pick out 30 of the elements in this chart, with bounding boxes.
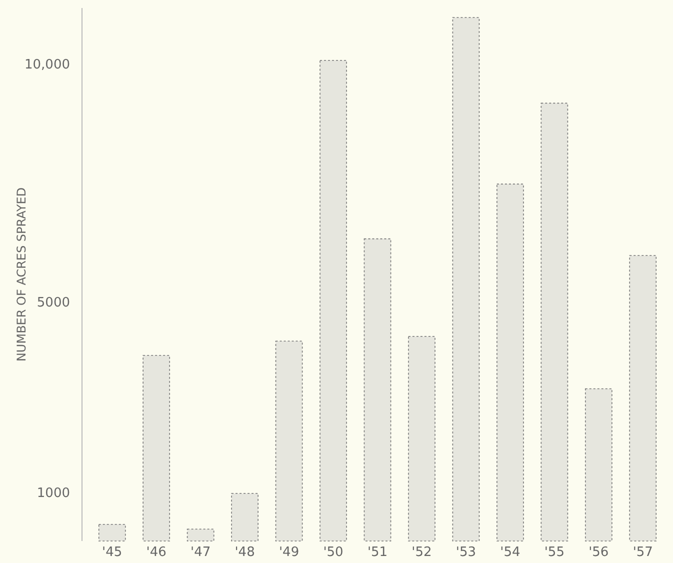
bar <box>231 493 258 542</box>
y-tick-label: 5000 <box>36 296 70 311</box>
x-tick-label: '46 <box>146 545 166 560</box>
x-tick-label: '45 <box>102 545 122 560</box>
x-tick-label: '47 <box>190 545 211 560</box>
bar <box>186 528 214 542</box>
bar <box>540 102 568 542</box>
bar <box>584 388 612 542</box>
y-tick-label: 1000 <box>36 486 70 501</box>
y-axis-title: NUMBER OF ACRES SPRAYED <box>14 187 28 362</box>
x-tick-label: '53 <box>456 545 476 560</box>
y-tick-label: 10,000 <box>24 58 70 73</box>
bar <box>364 238 392 542</box>
x-tick-label: '54 <box>500 545 520 560</box>
x-tick-label: '51 <box>367 545 388 560</box>
x-tick-label: '49 <box>278 545 300 560</box>
bar <box>275 340 303 542</box>
bar <box>629 255 657 542</box>
x-tick-label: '48 <box>234 545 255 560</box>
x-tick-label: '56 <box>588 545 609 560</box>
x-tick-label: '57 <box>632 545 653 560</box>
x-tick-label: '50 <box>323 545 344 560</box>
bar <box>408 336 436 542</box>
bar <box>496 184 524 542</box>
bar <box>452 17 480 542</box>
bar <box>142 355 170 542</box>
bar <box>98 524 126 542</box>
bar <box>320 60 347 542</box>
x-tick-label: '52 <box>412 545 432 560</box>
x-tick-label: '55 <box>544 545 564 560</box>
